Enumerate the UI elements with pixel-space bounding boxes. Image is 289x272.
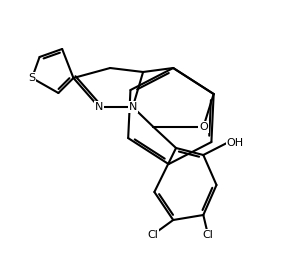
Text: N: N: [129, 102, 137, 112]
Text: S: S: [29, 73, 36, 83]
Text: OH: OH: [227, 138, 244, 148]
Text: N: N: [95, 102, 103, 112]
Text: O: O: [199, 122, 208, 132]
Text: Cl: Cl: [203, 230, 214, 240]
Text: Cl: Cl: [147, 230, 158, 240]
